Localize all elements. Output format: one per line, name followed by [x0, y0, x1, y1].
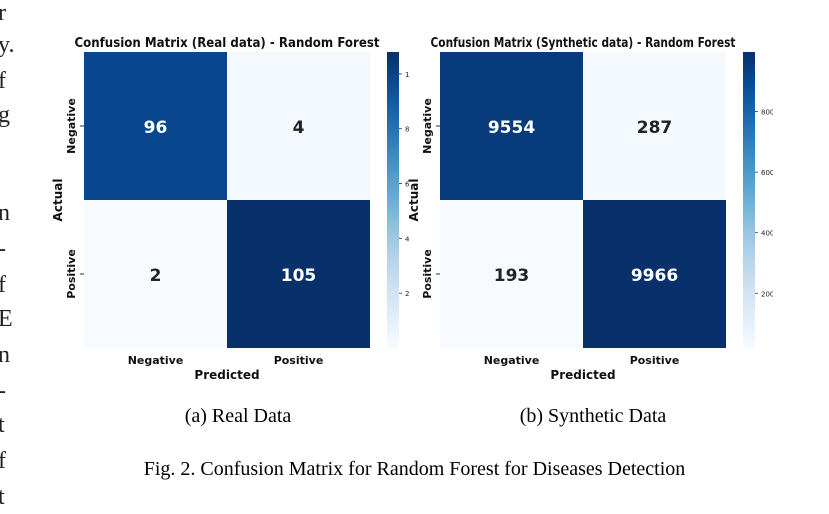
- colorbar: [743, 52, 755, 348]
- heatmap-cell: [227, 200, 370, 348]
- cell-value-label: 4: [293, 118, 305, 138]
- chart-real-svg: Confusion Matrix (Real data) - Random Fo…: [52, 35, 410, 382]
- edge-text-fragment: f: [0, 272, 6, 298]
- cell-value-label: 9554: [488, 118, 535, 138]
- y-axis-label: Actual: [408, 179, 421, 222]
- edge-text-fragment: n: [0, 200, 10, 226]
- colorbar-tick-label: 4000: [761, 230, 773, 238]
- sublabel-real: (a) Real Data: [184, 405, 292, 427]
- x-tick-label: Negative: [128, 354, 184, 367]
- sublabel-synthetic: (b) Synthetic Data: [519, 405, 667, 427]
- edge-text-fragment: g: [0, 102, 10, 128]
- heatmap-cell: [583, 200, 726, 348]
- figure-caption: Fig. 2. Confusion Matrix for Random Fore…: [143, 458, 686, 480]
- heatmap-cell: [84, 52, 227, 200]
- cell-value-label: 96: [144, 118, 168, 138]
- cell-value-label: 287: [637, 118, 673, 138]
- colorbar-tick-label: 1: [405, 71, 409, 79]
- edge-text-fragment: -: [0, 236, 6, 263]
- colorbar-tick-label: 6: [405, 181, 410, 189]
- edge-text-fragments: ry.fgn-fEn-tft: [0, 0, 14, 514]
- heatmap-cell: [84, 200, 227, 348]
- chart-synthetic: Confusion Matrix (Synthetic data) - Rand…: [408, 30, 773, 390]
- chart-synthetic-svg: Confusion Matrix (Synthetic data) - Rand…: [408, 35, 773, 382]
- y-tick-label: Positive: [421, 249, 434, 299]
- cell-value-label: 105: [281, 266, 317, 286]
- cell-value-label: 2: [150, 266, 162, 286]
- edge-text-fragment: t: [0, 412, 5, 438]
- edge-text-fragment: f: [0, 448, 6, 474]
- x-tick-label: Positive: [630, 354, 680, 367]
- y-tick-label: Positive: [65, 249, 78, 299]
- edge-text-fragment: y.: [0, 32, 15, 58]
- chart-real: Confusion Matrix (Real data) - Random Fo…: [52, 30, 417, 390]
- x-tick-label: Positive: [274, 354, 324, 367]
- chart-title: Confusion Matrix (Synthetic data) - Rand…: [431, 35, 736, 51]
- colorbar-tick-label: 4: [405, 235, 410, 243]
- colorbar-tick-label: 2: [405, 290, 409, 298]
- x-axis-label: Predicted: [550, 368, 615, 382]
- heatmap-cell: [583, 52, 726, 200]
- y-axis-label: Actual: [52, 179, 65, 222]
- colorbar-tick-label: 2000: [761, 290, 773, 298]
- edge-text-fragment: n: [0, 342, 10, 368]
- cell-value-label: 9966: [631, 266, 678, 286]
- colorbar-tick-label: 6000: [761, 169, 773, 177]
- y-tick-label: Negative: [421, 98, 434, 154]
- edge-text-fragment: t: [0, 484, 5, 510]
- x-axis-label: Predicted: [194, 368, 259, 382]
- edge-text-fragment: -: [0, 378, 6, 405]
- heatmap-cell: [227, 52, 370, 200]
- edge-text-fragment: f: [0, 68, 6, 94]
- edge-text-fragment: r: [0, 0, 6, 26]
- y-tick-label: Negative: [65, 98, 78, 154]
- edge-text-fragment: E: [0, 306, 13, 332]
- colorbar-tick-label: 8000: [761, 109, 773, 117]
- heatmap-cell: [440, 200, 583, 348]
- colorbar-tick-label: 8: [405, 126, 409, 134]
- heatmap-cell: [440, 52, 583, 200]
- cell-value-label: 193: [494, 266, 530, 286]
- chart-title: Confusion Matrix (Real data) - Random Fo…: [75, 35, 380, 51]
- x-tick-label: Negative: [484, 354, 540, 367]
- colorbar: [387, 52, 399, 348]
